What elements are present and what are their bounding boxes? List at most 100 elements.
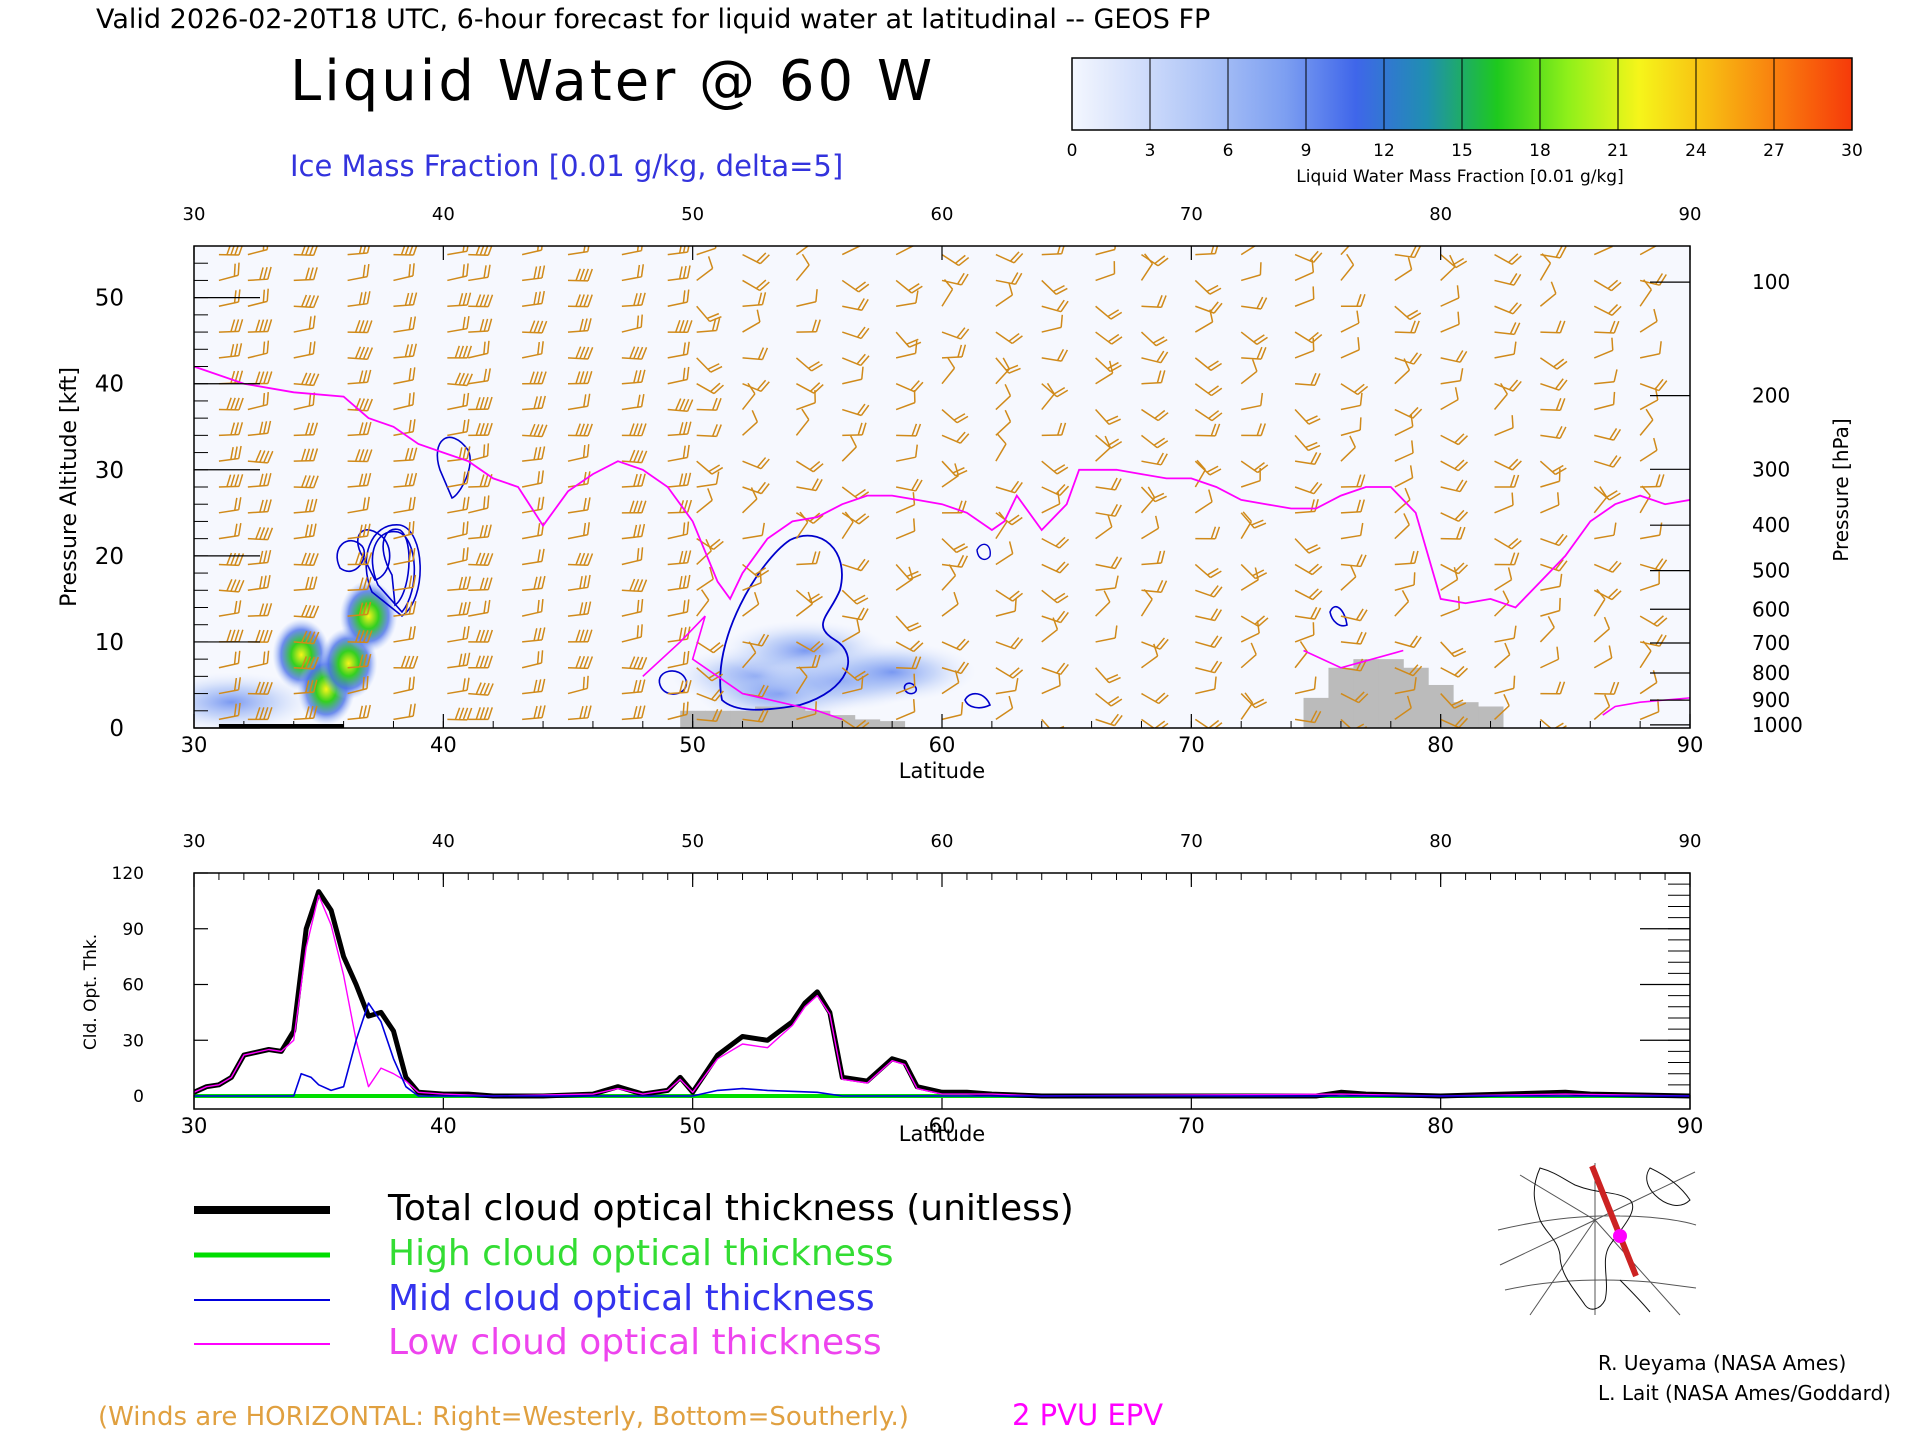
wind-barb-shaft (741, 393, 756, 410)
wind-barb (1394, 320, 1420, 334)
wind-barb (941, 538, 968, 554)
wind-barb-feather (1359, 417, 1362, 431)
wind-barb (696, 317, 721, 333)
x-tick-label-top: 70 (1180, 831, 1203, 852)
wind-barb-feather (754, 567, 767, 576)
wind-barb (1041, 299, 1069, 313)
wind-barb-shaft (696, 267, 714, 282)
wind-barb (895, 279, 923, 294)
wind-barb-shaft (293, 563, 314, 566)
wind-barb (347, 291, 371, 307)
wind-barb (1394, 305, 1422, 321)
wind-barb (1593, 486, 1621, 501)
wind-barb-shaft (1494, 427, 1514, 437)
wind-barb-feather (308, 576, 314, 590)
wind-barb (247, 319, 273, 333)
wind-barb (1195, 423, 1221, 437)
wind-barb-feather (475, 655, 481, 668)
wind-barb-shaft (1195, 252, 1216, 256)
wind-barb (1640, 474, 1665, 488)
wind-barb-feather (586, 522, 590, 535)
wind-barb (393, 316, 417, 333)
wind-barb-feather (633, 578, 640, 592)
wind-barb-feather (267, 681, 273, 695)
wind-barb-feather (856, 597, 869, 605)
wind-barb-feather (686, 341, 690, 355)
wind-barb-feather (1114, 504, 1122, 517)
wind-barb (1593, 304, 1622, 316)
wind-barb-feather (454, 707, 461, 720)
wind-barb (1140, 486, 1156, 514)
wind-barb-shaft (1095, 637, 1116, 643)
wind-barb-feather (234, 319, 240, 332)
wind-barb-feather (362, 264, 366, 278)
wind-barb-feather (912, 518, 916, 532)
wind-barb-feather (583, 471, 587, 485)
wind-barb-feather (1454, 509, 1465, 521)
wind-barb-feather (686, 289, 690, 303)
wind-barb-feather (678, 576, 683, 589)
wind-barb-feather (586, 393, 591, 407)
wind-barb (567, 655, 594, 670)
wind-barb-feather (263, 527, 270, 540)
wind-barb-feather (1109, 364, 1122, 373)
wind-barb-feather (541, 424, 548, 437)
wind-barb-feather (458, 345, 465, 359)
wind-barb-feather (259, 499, 264, 513)
wind-barb (1241, 392, 1264, 411)
wind-barb-feather (408, 655, 415, 669)
wind-barb-feather (358, 346, 366, 359)
wind-barb-feather (856, 326, 866, 338)
wind-barb (247, 266, 272, 282)
wind-barb-feather (541, 265, 546, 279)
wind-barb-feather (641, 523, 646, 537)
wind-barb-feather (1160, 370, 1166, 383)
wind-barb-feather (458, 653, 463, 667)
wind-barb-feather (707, 256, 714, 269)
wind-barb-feather (856, 353, 866, 365)
wind-barb-shaft (895, 530, 915, 540)
wind-barb (742, 633, 770, 647)
wind-barb-feather (637, 473, 642, 487)
wind-barb (1394, 664, 1423, 677)
wind-barb-feather (1414, 550, 1419, 564)
wind-barb (796, 460, 824, 473)
wind-barb-feather (1459, 350, 1468, 363)
wind-barb-feather (237, 522, 242, 536)
wind-barb (621, 473, 646, 488)
wind-barb-shaft (293, 278, 314, 282)
wind-barb (796, 289, 818, 307)
wind-barb-feather (761, 710, 769, 723)
wind-barb (1095, 667, 1121, 684)
wind-barb (247, 681, 273, 695)
wind-barb-shaft (1240, 246, 1259, 256)
wind-barb (1041, 561, 1070, 574)
epv-label: 2 PVU EPV (1012, 1398, 1163, 1432)
wind-barb (1639, 408, 1654, 436)
wind-barb (1594, 369, 1618, 385)
wind-barb-shaft (1394, 499, 1411, 514)
wind-barb-feather (1309, 250, 1319, 262)
wind-barb-feather (1512, 380, 1522, 392)
wind-barb-feather (475, 423, 481, 436)
wind-barb (1540, 681, 1566, 695)
wind-barb-feather (255, 371, 261, 384)
wind-barb-feather (711, 318, 717, 331)
wind-barb (1194, 357, 1222, 372)
wind-barb-feather (1114, 625, 1118, 639)
wind-barb (347, 449, 373, 463)
wind-barb-feather (760, 381, 770, 392)
wind-barb-feather (541, 627, 546, 640)
wind-barb (247, 526, 274, 541)
wind-barb-feather (362, 291, 367, 305)
wind-barb-feather (636, 599, 640, 613)
wind-barb (841, 353, 870, 367)
wind-barb-feather (462, 264, 465, 277)
wind-barb-shaft (218, 433, 239, 437)
transect-line (1589, 1164, 1639, 1278)
wind-barb (1195, 608, 1223, 622)
wind-barb-feather (861, 366, 864, 380)
wind-barb-feather (479, 294, 486, 307)
wind-barb (447, 392, 470, 411)
wind-barb (1294, 452, 1322, 465)
